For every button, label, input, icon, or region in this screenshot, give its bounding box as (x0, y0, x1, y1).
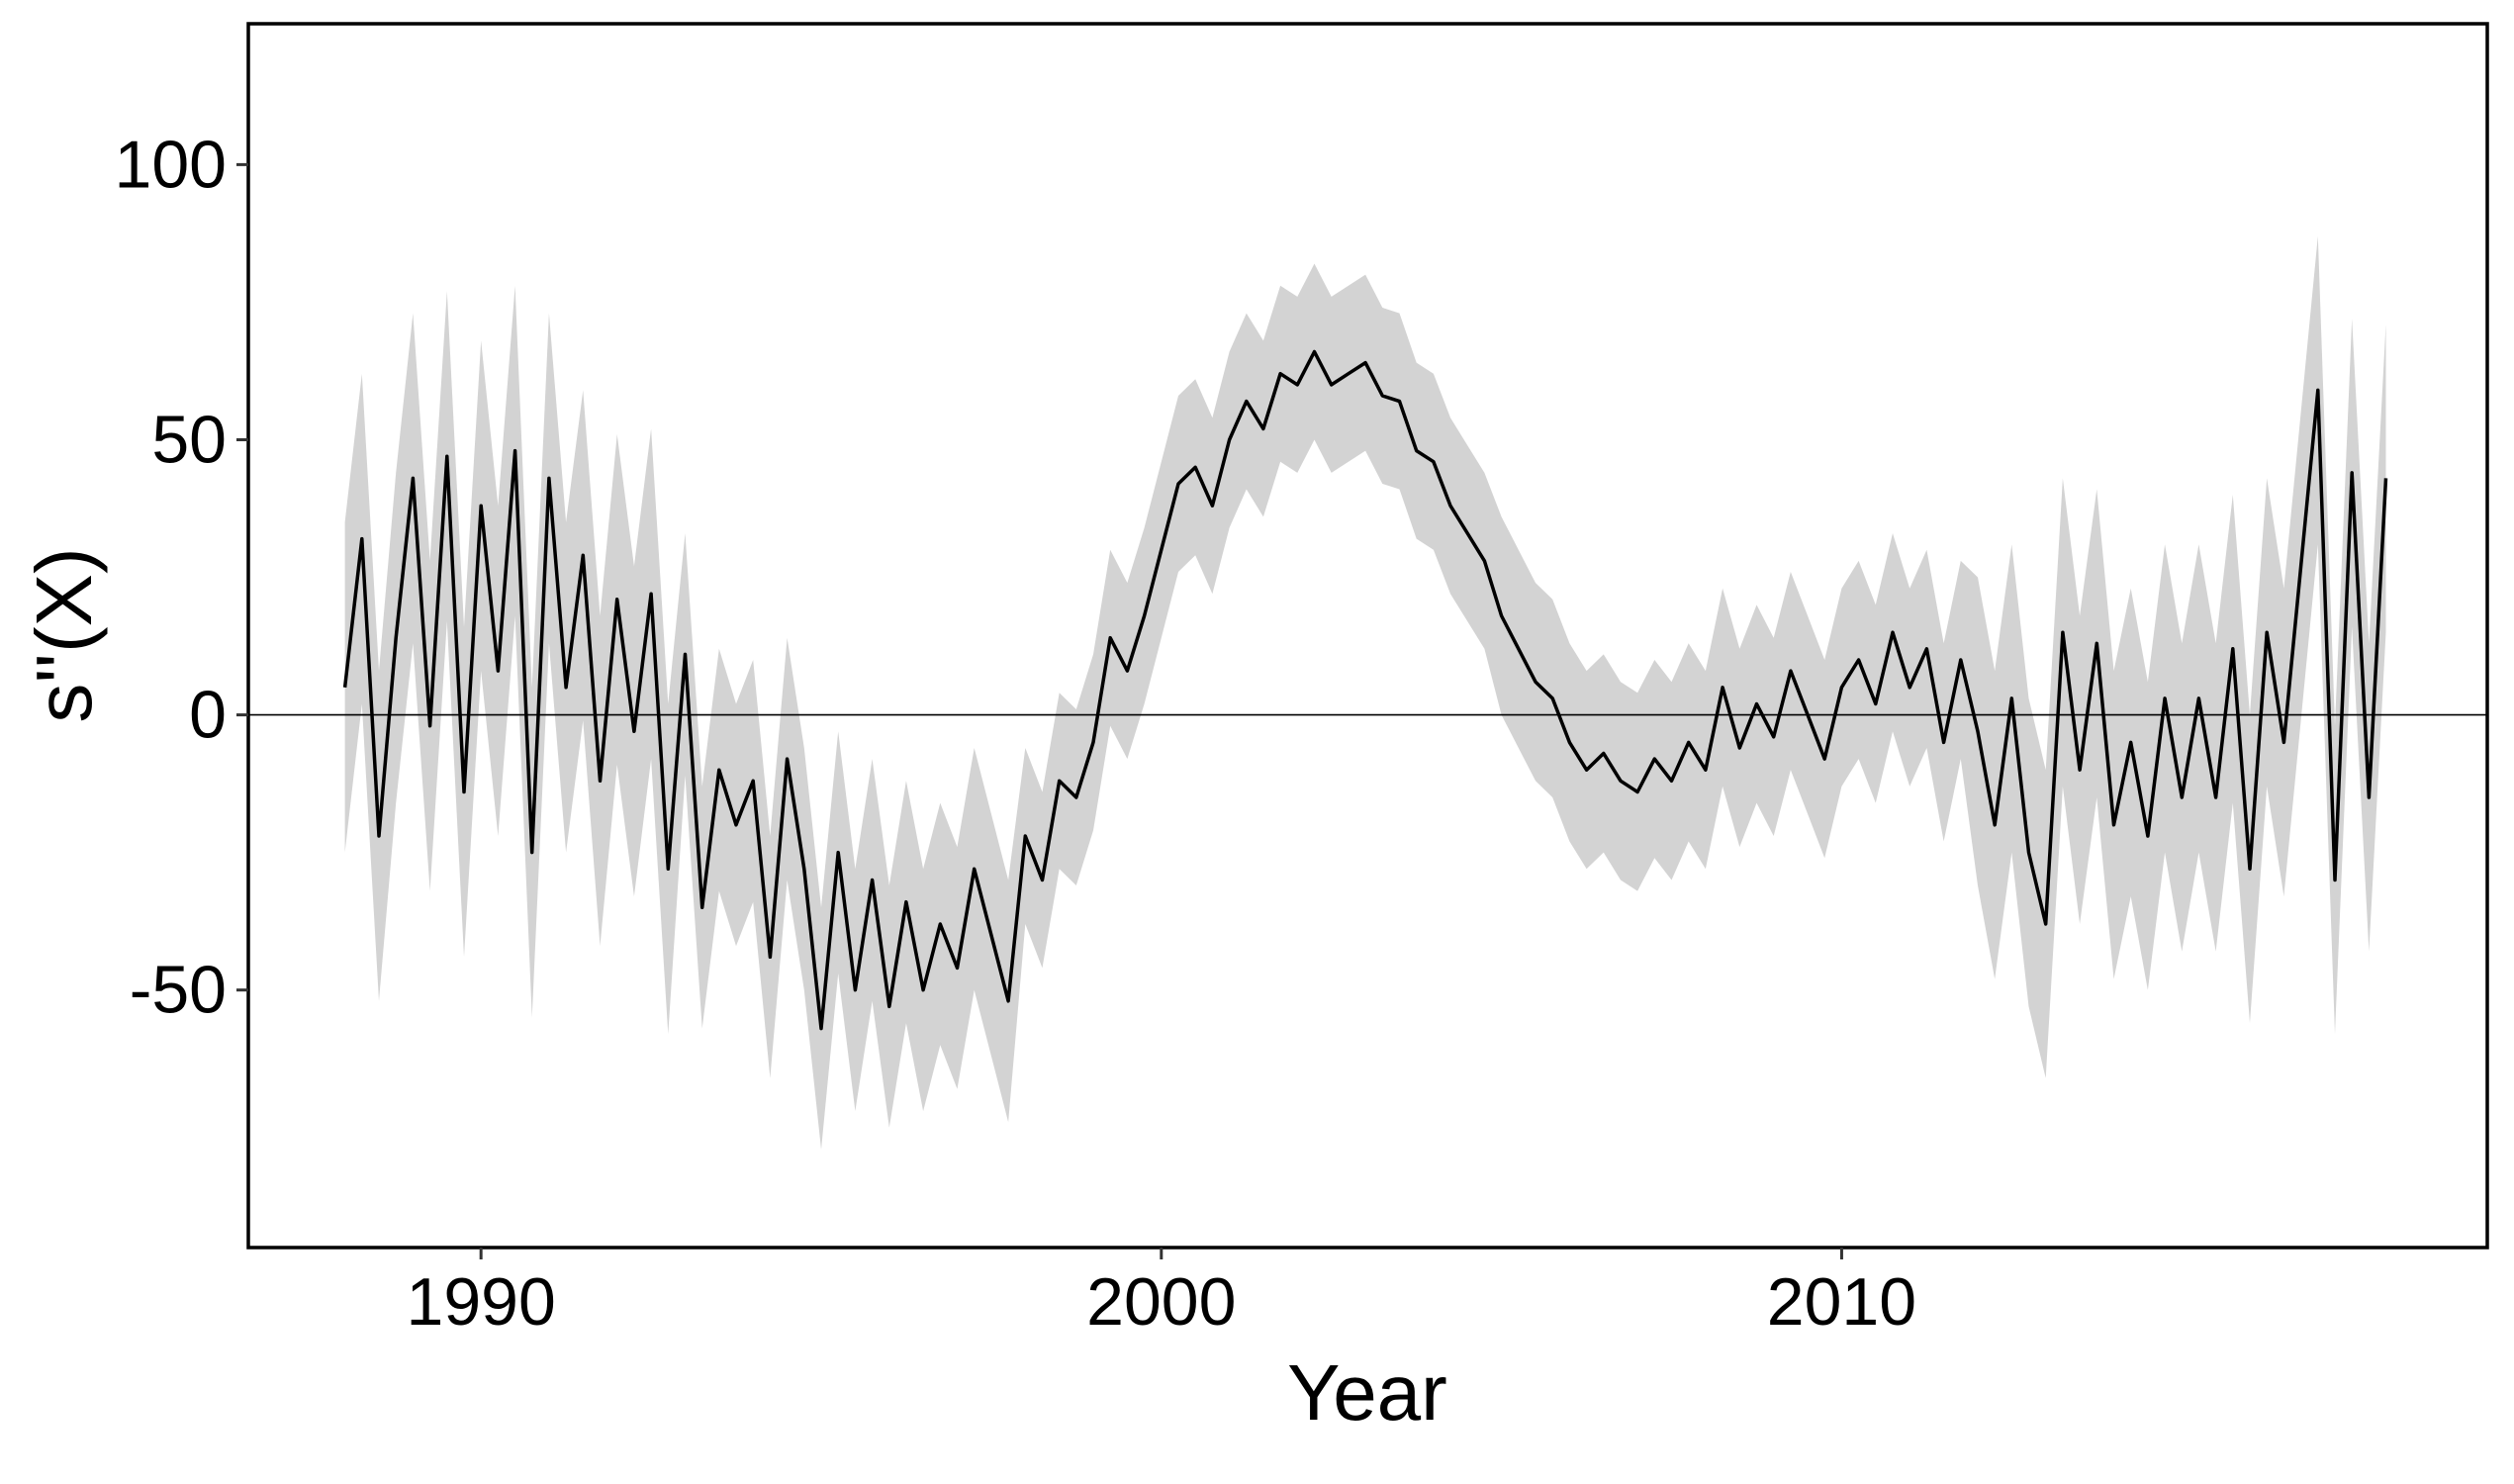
data-line (342, 349, 2388, 1031)
y-tick-label: 0 (189, 678, 227, 753)
x-tick-label: 1990 (407, 1264, 556, 1340)
confidence-band (344, 235, 2386, 1150)
y-tick-label: 50 (151, 402, 227, 477)
x-tick-label: 2010 (1767, 1264, 1916, 1340)
x-axis-title: Year (1287, 1348, 1447, 1437)
y-tick-label: 100 (115, 127, 227, 202)
plot-frame (246, 22, 2489, 1250)
y-axis-title: s''(X) (20, 547, 108, 722)
x-tick-label: 2000 (1086, 1264, 1236, 1340)
y-tick-label: -50 (130, 953, 227, 1028)
